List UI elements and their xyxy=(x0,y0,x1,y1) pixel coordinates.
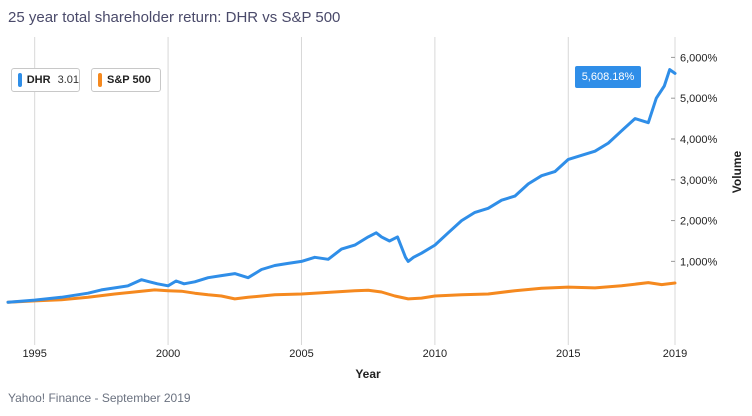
y-tick-label: 6,000% xyxy=(680,52,718,64)
chart-title: 25 year total shareholder return: DHR vs… xyxy=(8,9,341,26)
x-axis-label: Year xyxy=(355,367,381,381)
sp500-swatch-icon xyxy=(98,73,102,87)
legend-dhr-value: 3.01 xyxy=(57,74,79,86)
x-tick-label: 2005 xyxy=(289,348,313,360)
x-tick-label: 2019 xyxy=(663,348,687,360)
x-tick-label: 2010 xyxy=(423,348,447,360)
legend-sp500-name: S&P 500 xyxy=(107,74,151,86)
y-tick-label: 1,000% xyxy=(680,256,718,268)
source-caption: Yahoo! Finance - September 2019 xyxy=(8,391,191,405)
value-tooltip: 5,608.18% xyxy=(575,66,641,88)
legend-dhr-name: DHR xyxy=(26,74,51,86)
y-tick-label: 4,000% xyxy=(680,134,718,146)
legend-item-dhr[interactable]: DHR 3.01 xyxy=(11,68,80,92)
x-tick-label: 2015 xyxy=(556,348,580,360)
sp500-line xyxy=(6,281,677,304)
y-tick-label: 3,000% xyxy=(680,175,718,187)
y-tick-label: 5,000% xyxy=(680,93,718,105)
y-tick-label: 2,000% xyxy=(680,216,718,228)
x-tick-label: 2000 xyxy=(156,348,180,360)
x-tick-label: 1995 xyxy=(22,348,46,360)
y-axis-label: Volume xyxy=(730,150,744,193)
legend-item-sp500[interactable]: S&P 500 xyxy=(91,68,161,92)
dhr-line xyxy=(6,68,677,304)
y-axis-ticks: 1,000% 2,000% 3,000% 4,000% 5,000% 6,000% xyxy=(671,52,718,268)
x-axis-ticks: 1995 2000 2005 2010 2015 2019 xyxy=(22,348,687,360)
series-lines xyxy=(6,68,677,304)
dhr-swatch-icon xyxy=(18,73,22,87)
